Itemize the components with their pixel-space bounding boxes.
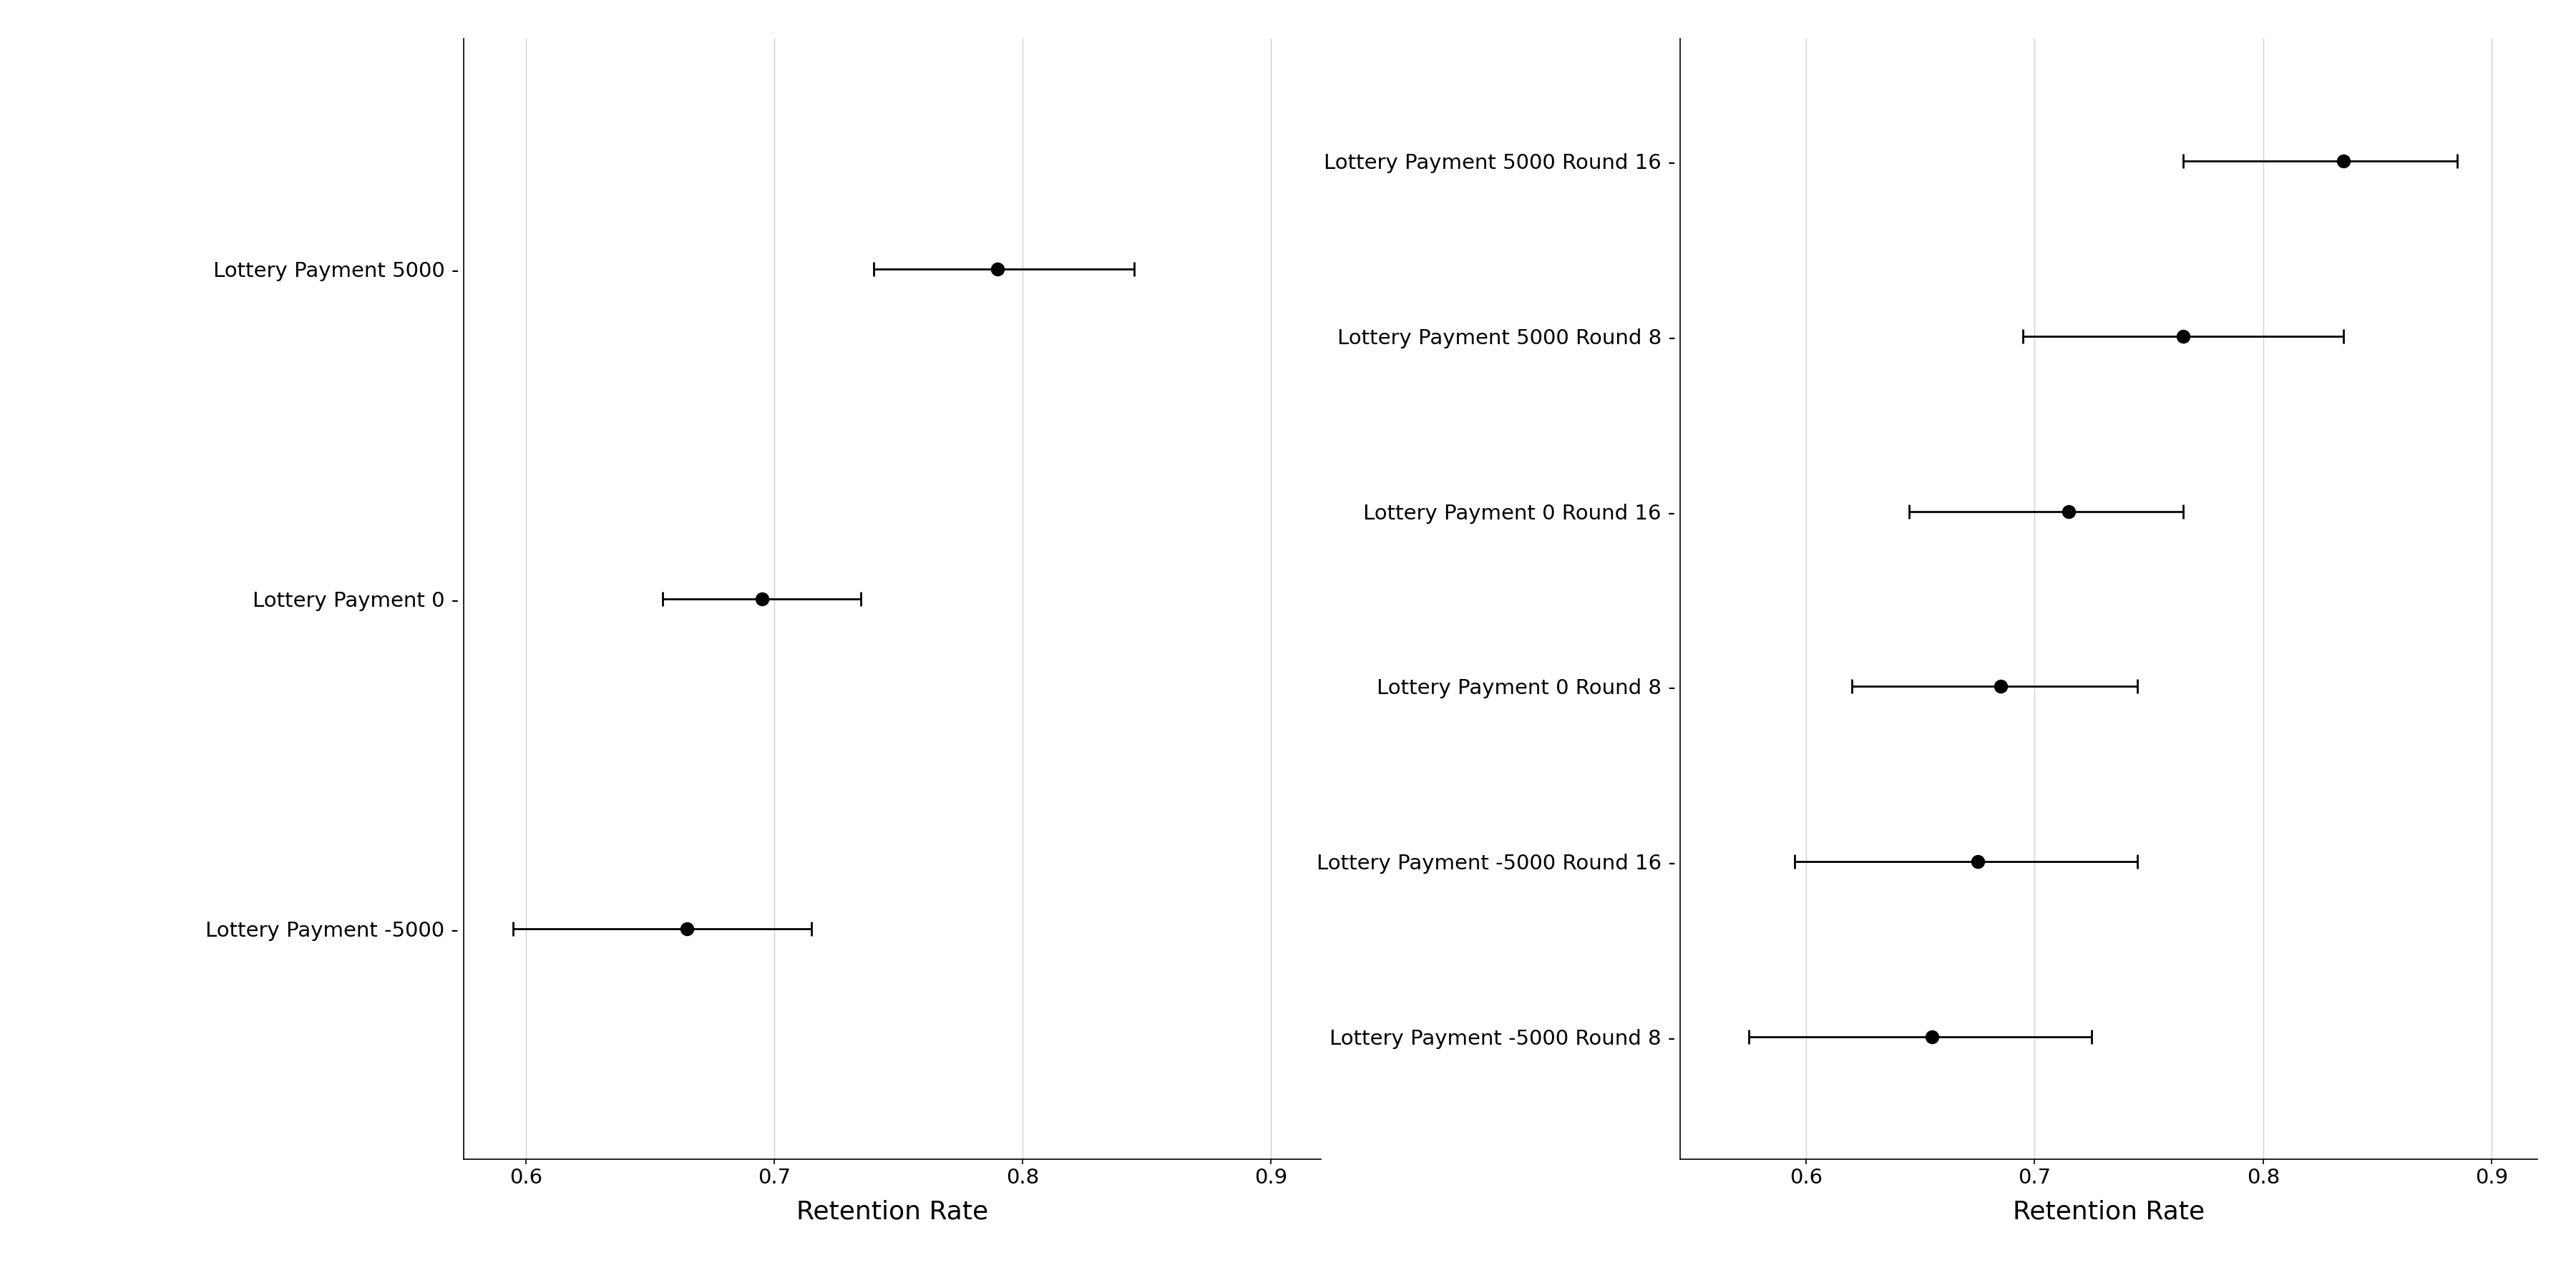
X-axis label: Retention Rate: Retention Rate: [2012, 1199, 2205, 1224]
X-axis label: Retention Rate: Retention Rate: [796, 1199, 989, 1224]
